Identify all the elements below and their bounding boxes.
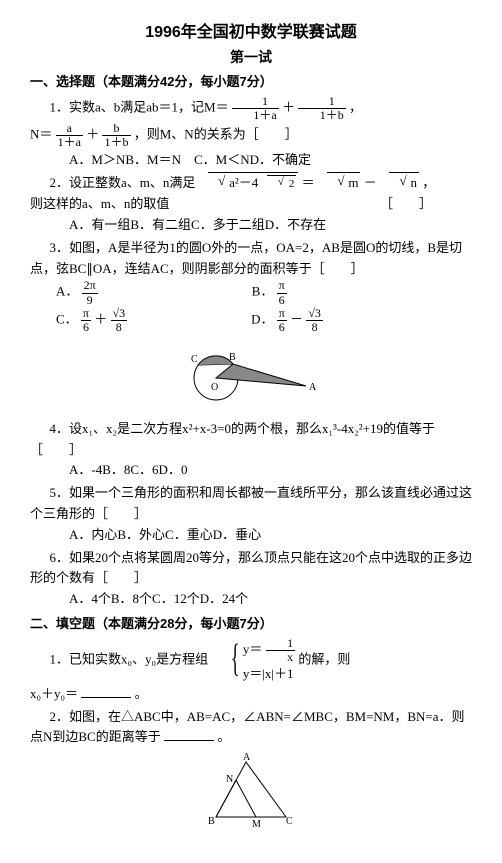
svg-text:A: A: [243, 752, 251, 763]
svg-text:B: B: [229, 352, 236, 363]
f1-period: 。: [135, 686, 148, 701]
q2-stem2: 则这样的a、m、n的取值: [30, 196, 169, 211]
svg-text:M: M: [252, 819, 261, 830]
q3-optB: B． π6: [252, 279, 287, 306]
question-1: 1．实数a、b满足ab＝1，记M＝ 11＋a ＋ 11＋b ，: [30, 95, 472, 122]
section-1-heading: 一、选择题（本题满分42分，每小题7分）: [30, 72, 472, 93]
f1-tail1: 的解，则: [298, 651, 350, 666]
q3-options-row2: C． π6 ＋ √38 D． π6 － √38: [56, 307, 472, 334]
fill-1: 1．已知实数x₀、y₀是方程组 y＝ 1x y＝|x|＋1 的解，则: [30, 637, 472, 684]
exam-title: 1996年全国初中数学联赛试题: [30, 20, 472, 46]
f2-stem: 2．如图，在△ABC中，AB=AC，∠ABN=∠MBC，BM=NM，BN=a．则…: [30, 709, 465, 745]
q3-options-row1: A． 2π9 B． π6: [56, 279, 472, 306]
q2-sqrt-inner: 2: [267, 175, 296, 194]
q1-tail: ，则M、N的关系为［ ］: [134, 127, 298, 142]
figure-circle: B C O A: [30, 338, 472, 415]
q2-stem1: 2．设正整数a、m、n满足: [50, 175, 196, 190]
svg-text:N: N: [226, 774, 233, 785]
q2-sqrt-outer: a²－42: [208, 172, 299, 194]
f2-blank: [164, 727, 214, 741]
svg-text:C: C: [286, 816, 293, 827]
f2-period: 。: [217, 729, 230, 744]
q1-frac4: b1＋b: [102, 122, 130, 149]
question-1-line2: N＝ a1＋a ＋ b1＋b ，则M、N的关系为［ ］: [30, 122, 472, 149]
q1-plus2: ＋: [86, 127, 99, 142]
q1-frac1: 11＋a: [232, 95, 279, 122]
svg-text:O: O: [211, 382, 218, 393]
f1-stem1: 1．已知实数x₀、y₀是方程组: [50, 651, 209, 666]
q1-stem1: 1．实数a、b满足ab＝1，记M＝: [50, 99, 229, 114]
question-6: 6．如果20个点将某圆周20等分，那么顶点只能在这20个点中选取的正多边形的个数…: [30, 548, 472, 590]
q1-comma: ，: [349, 99, 362, 114]
question-3: 3．如图，A是半径为1的圆O外的一点，OA=2，AB是圆O的切线，B是切点，弦B…: [30, 238, 472, 280]
f1-system: y＝ 1x y＝|x|＋1: [211, 637, 295, 684]
q2-minus: －: [364, 175, 377, 190]
q1-optA: A．M＞NB．M＝N: [69, 152, 181, 167]
q1-frac2: 11＋b: [298, 95, 346, 122]
q2-options: A．有一组B．有二组C．多于二组D．不存在: [69, 215, 472, 236]
fill-2: 2．如图，在△ABC中，AB=AC，∠ABN=∠MBC，BM=NM，BN=a．则…: [30, 707, 472, 749]
question-5: 5．如果一个三角形的面积和周长都被一直线所平分，那么该直线必通过这个三角形的［ …: [30, 483, 472, 525]
q2-sqrt-m: m: [327, 172, 361, 194]
q4-options: A．-4B．8C．6D．0: [69, 460, 472, 481]
f1-stem2: x₀＋y₀＝: [30, 686, 78, 701]
q3-optD: D． π6 － √38: [251, 307, 323, 334]
question-4: 4．设x₁、x₂是二次方程x²+x-3=0的两个根，那么x₁³-4x₂²+19的…: [30, 419, 472, 461]
q1-plus1: ＋: [282, 99, 295, 114]
svg-text:B: B: [208, 816, 215, 827]
section-2-heading: 二、填空题（本题满分28分，每小题7分）: [30, 614, 472, 635]
q6-options: A．4个B．8个C．12个D．24个: [69, 589, 472, 610]
q1-options: A．M＞NB．M＝N C．M＜ND．不确定: [69, 150, 472, 171]
q1-optC: C．M＜ND．不确定: [194, 152, 311, 167]
question-2-line2: 则这样的a、m、n的取值 ［ ］: [30, 194, 472, 215]
question-2: 2．设正整数a、m、n满足 a²－42 ＝ m － n ，: [30, 172, 472, 194]
fill-1-line2: x₀＋y₀＝ 。: [30, 684, 472, 705]
q2-bracket: ［ ］: [380, 194, 432, 215]
exam-subtitle: 第一试: [30, 46, 472, 68]
q2-comma: ，: [422, 175, 435, 190]
q5-options: A．内心B．外心C．重心D．垂心: [69, 525, 472, 546]
q1-frac3: a1＋a: [56, 122, 83, 149]
q2-eq: ＝: [302, 175, 315, 190]
svg-text:A: A: [309, 382, 317, 393]
q1-stem2: N＝: [30, 127, 52, 142]
q3-optC: C． π6 ＋ √38: [56, 307, 127, 334]
q3-optA: A． 2π9: [56, 279, 98, 306]
q2-sqrt-n: n: [389, 172, 419, 194]
f1-blank: [81, 684, 131, 698]
figure-triangle: A N B M C: [30, 752, 472, 839]
svg-text:C: C: [191, 354, 198, 365]
